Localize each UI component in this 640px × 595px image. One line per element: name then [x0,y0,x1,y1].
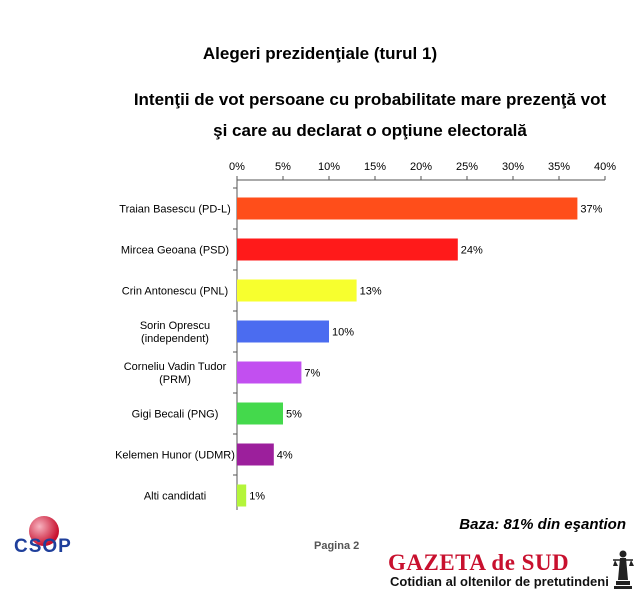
bar-chart: 0% 5% 10% 15% 20% 25% 30% 35% 40% 37% Traian Bases… [115,161,616,510]
bar [237,443,274,466]
category-label: Alti candidati [144,491,206,503]
bar-value-label: 5% [286,409,302,421]
bar [237,320,329,343]
chart-title: Alegeri prezidenţiale (turul 1) [202,44,438,63]
x-tick-label: 5% [275,161,291,173]
logo-text: CSOP [14,536,72,557]
x-tick-label: 20% [410,161,432,173]
bar-value-label: 24% [461,245,483,257]
bar-value-label: 1% [249,491,265,503]
x-tick-label: 0% [229,161,245,173]
category-label: Sorin Oprescu [140,320,210,332]
justice-statue-icon [613,550,634,589]
bar [237,279,357,302]
chart-subtitle-line2: şi care au declarat o opţiune electorală [213,121,527,140]
chart-subtitle-line1: Intenţii de vot persoane cu probabilitat… [133,90,607,109]
category-label: Mircea Geoana (PSD) [121,245,229,257]
bar-value-label: 37% [580,204,602,216]
bar [237,402,283,425]
category-label: (PRM) [159,374,191,386]
bar-value-label: 4% [277,450,293,462]
category-label: Corneliu Vadin Tudor [124,361,227,373]
page-number: Pagina 2 [314,540,360,552]
bar-value-label: 13% [360,286,382,298]
bar-value-label: 7% [304,368,320,380]
x-tick-label: 25% [456,161,478,173]
bar [237,197,578,220]
footnote: Baza: 81% din eşantion [459,516,626,533]
x-tick-label: 40% [594,161,616,173]
newspaper-name: GAZETA de SUD [388,550,570,575]
bar [237,238,458,261]
bar [237,361,302,384]
x-tick-label: 10% [318,161,340,173]
csop-logo: CSOP [12,516,92,557]
newspaper-tagline: Cotidian al oltenilor de pretutindeni [390,574,609,589]
bar [237,484,247,507]
category-label: Crin Antonescu (PNL) [122,286,228,298]
x-tick-label: 30% [502,161,524,173]
logo-ball-icon [29,516,59,546]
x-tick-label: 35% [548,161,570,173]
bar-value-label: 10% [332,327,354,339]
category-label: Gigi Becali (PNG) [132,409,219,421]
category-label: Traian Basescu (PD-L) [119,204,230,216]
category-label: Kelemen Hunor (UDMR) [115,450,235,462]
category-label: (independent) [141,333,209,345]
x-tick-label: 15% [364,161,386,173]
